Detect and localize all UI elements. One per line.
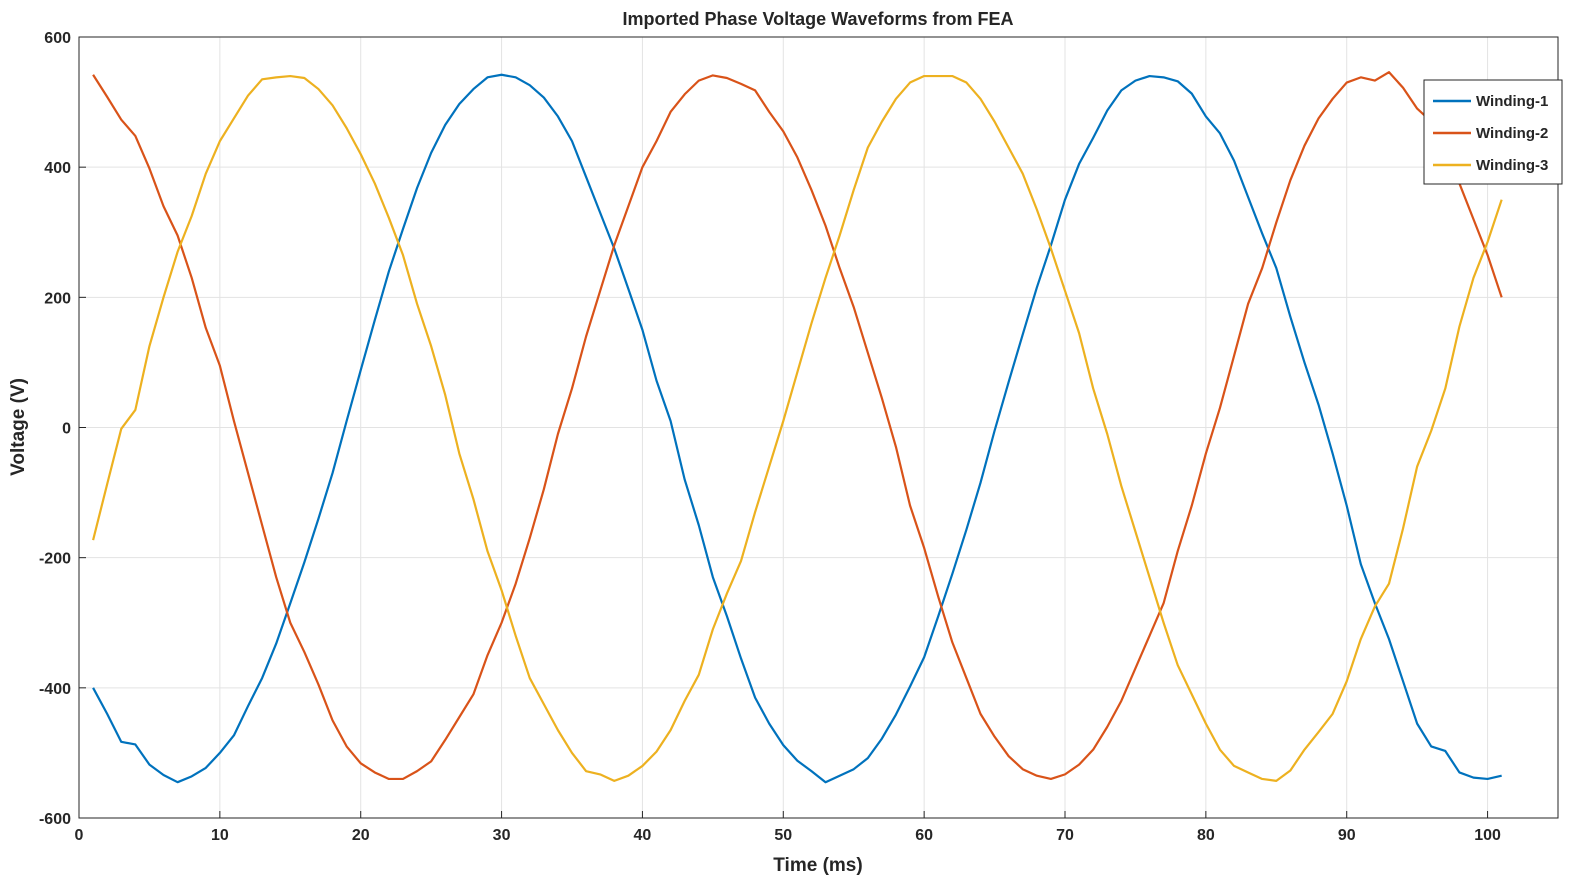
legend: Winding-1 Winding-2 Winding-3: [1423, 79, 1563, 185]
y-tick-label: -600: [39, 811, 71, 828]
grid-lines: [78, 36, 1558, 819]
x-tick-label: 90: [1338, 827, 1356, 844]
x-axis-label: Time (ms): [773, 855, 862, 876]
y-tick-label: -400: [39, 681, 71, 698]
series-line-3: [92, 74, 1503, 783]
y-tick-label: -200: [39, 551, 71, 568]
x-tick-label: 40: [634, 827, 652, 844]
axis-ticks: 0 10 20 30 40 50 60 70 80 90 100 -600 -400 -200 0 200 40…: [39, 30, 1501, 844]
series-line-2: [92, 71, 1503, 781]
legend-label: Winding-3: [1476, 157, 1548, 174]
x-tick-label: 30: [493, 827, 511, 844]
y-tick-label: 600: [44, 30, 71, 47]
legend-label: Winding-1: [1476, 93, 1548, 110]
y-tick-label: 400: [44, 160, 71, 177]
x-tick-label: 10: [211, 827, 229, 844]
x-tick-label: 0: [75, 827, 84, 844]
y-tick-label: 0: [62, 421, 71, 438]
legend-label: Winding-2: [1476, 125, 1548, 142]
y-tick-label: 200: [44, 290, 71, 307]
x-tick-label: 80: [1197, 827, 1215, 844]
x-tick-label: 60: [915, 827, 933, 844]
x-tick-label: 70: [1056, 827, 1074, 844]
series-line-1: [92, 73, 1502, 784]
chart-title: Imported Phase Voltage Waveforms from FE…: [622, 9, 1013, 29]
x-tick-label: 50: [774, 827, 792, 844]
x-tick-label: 20: [352, 827, 370, 844]
series-layer: [92, 71, 1503, 784]
y-axis-label: Voltage (V): [8, 378, 29, 476]
x-tick-label: 100: [1474, 827, 1501, 844]
